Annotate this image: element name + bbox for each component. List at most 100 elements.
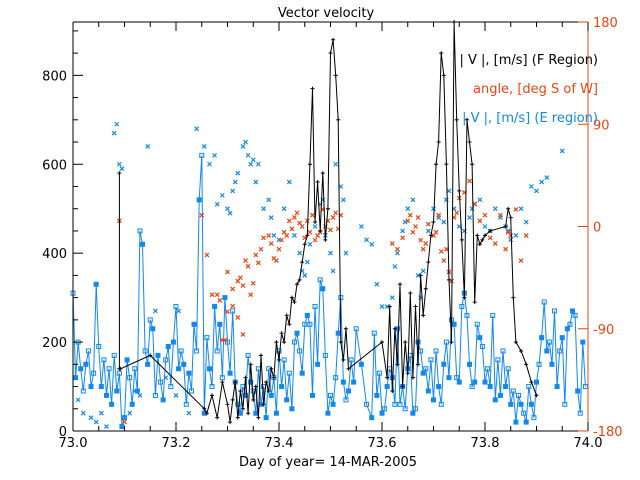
data-point [549, 361, 555, 367]
data-point [340, 197, 346, 203]
data-point [320, 286, 326, 292]
series-0 [117, 20, 539, 425]
data-point [490, 312, 496, 318]
data-point [243, 139, 248, 145]
axes: 73.0 73.2 73.4 73.6 73.8 74.0 0 200 400 600 800 180… [42, 16, 622, 451]
data-point [163, 375, 169, 381]
data-point [266, 197, 272, 203]
data-point [230, 308, 236, 314]
data-point [246, 411, 251, 416]
data-point [215, 415, 220, 420]
data-point [116, 161, 122, 167]
data-point [233, 380, 238, 385]
data-point [505, 366, 511, 372]
data-point [497, 392, 503, 398]
data-point [284, 397, 290, 403]
data-point [557, 348, 563, 354]
data-point [230, 286, 236, 292]
data-point [235, 170, 241, 176]
data-point [480, 237, 485, 242]
data-point [124, 357, 130, 363]
data-point [477, 242, 482, 247]
data-point [449, 340, 454, 345]
data-point [436, 140, 441, 145]
data-point [194, 126, 200, 132]
data-point [230, 397, 235, 402]
data-point [111, 130, 117, 136]
data-point [379, 304, 385, 309]
data-point [575, 388, 581, 394]
data-point [523, 219, 529, 225]
data-point [416, 362, 421, 367]
data-point [534, 393, 539, 398]
data-point [206, 366, 212, 372]
data-point [488, 228, 493, 233]
data-point [459, 304, 465, 310]
data-point [243, 258, 248, 264]
data-point [225, 309, 230, 315]
data-point [425, 221, 431, 227]
data-point [495, 357, 501, 363]
data-point [276, 246, 282, 252]
data-point [289, 406, 295, 412]
data-point [291, 339, 297, 345]
data-point [330, 268, 336, 274]
data-point [85, 348, 91, 354]
data-point [152, 392, 158, 398]
data-point [165, 344, 171, 350]
data-point [441, 258, 447, 264]
data-point [483, 233, 487, 238]
legend-entry: | V |, [m/s] (F Region) [459, 53, 598, 68]
data-point [299, 224, 305, 229]
data-point [186, 370, 192, 376]
data-point [438, 249, 444, 254]
data-point [395, 362, 400, 367]
data-point [431, 397, 436, 403]
data-point [93, 281, 99, 287]
data-point [472, 379, 478, 385]
data-point [384, 384, 390, 390]
data-point [513, 419, 519, 425]
data-point [98, 410, 104, 416]
data-point [358, 361, 364, 367]
y-tick-label: 200 [42, 336, 67, 351]
data-point [300, 260, 305, 265]
data-point [515, 392, 521, 398]
data-point [436, 212, 442, 218]
series-1 [116, 178, 529, 425]
x-tick-label: 73.4 [265, 436, 294, 451]
data-point [410, 410, 416, 416]
data-point [152, 308, 158, 314]
data-point [168, 384, 174, 390]
data-point [281, 206, 287, 212]
data-point [230, 303, 236, 309]
data-point [492, 206, 498, 212]
data-point [91, 370, 97, 376]
data-point [505, 228, 511, 234]
data-point [369, 415, 375, 421]
data-point [266, 388, 271, 393]
data-point [119, 424, 125, 430]
data-point [518, 401, 524, 407]
data-point [487, 384, 493, 390]
data-point [202, 406, 207, 411]
data-point [346, 388, 352, 394]
data-point [73, 375, 79, 381]
data-point [322, 352, 328, 358]
data-point [217, 321, 223, 327]
data-point [292, 232, 297, 238]
data-point [235, 314, 241, 320]
data-point [317, 277, 323, 283]
x-tick-label: 73.6 [368, 436, 397, 451]
data-point [513, 207, 519, 212]
data-point [470, 162, 475, 167]
data-point [163, 357, 169, 363]
y-tick-label: 600 [42, 158, 67, 173]
data-point [369, 241, 375, 247]
data-point [544, 175, 550, 181]
data-point [405, 218, 411, 224]
data-point [225, 339, 230, 345]
data-point [433, 348, 439, 354]
data-point [248, 292, 254, 298]
